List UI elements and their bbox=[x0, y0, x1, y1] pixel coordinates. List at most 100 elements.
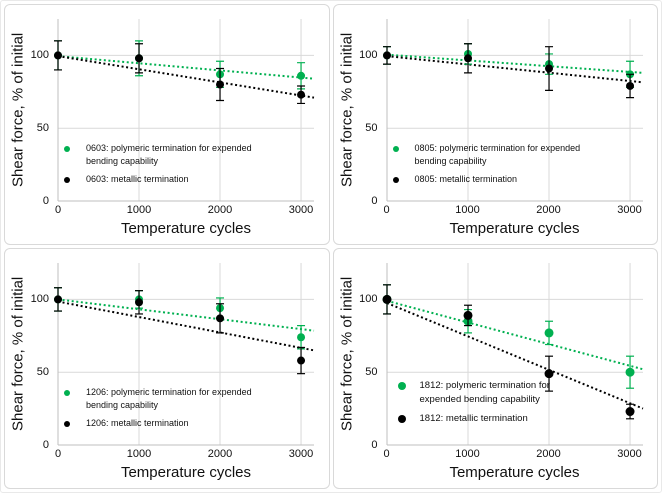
x-tick-label: 0 bbox=[54, 448, 62, 460]
y-tick-label: 100 bbox=[359, 49, 378, 62]
x-axis-title: Temperature cycles bbox=[120, 220, 252, 237]
data-point-metallic bbox=[625, 407, 635, 417]
trendline-metallic bbox=[57, 55, 315, 99]
legend-item-metallic: 1812: metallic termination bbox=[394, 412, 562, 426]
y-tick-label: 50 bbox=[365, 366, 378, 379]
data-point-metallic bbox=[463, 310, 473, 320]
x-tick-label: 3000 bbox=[288, 204, 314, 216]
data-point-metallic bbox=[297, 90, 306, 99]
data-point-metallic bbox=[544, 64, 553, 73]
polymeric-series-marker-icon bbox=[397, 382, 406, 390]
y-axis-title: Shear force, % of initial bbox=[338, 32, 355, 188]
y-tick-label: 50 bbox=[365, 122, 378, 135]
x-axis-title: Temperature cycles bbox=[449, 464, 580, 481]
y-axis-title: Shear force, % of initial bbox=[9, 276, 27, 432]
chart-panel-1812: Shear force, % of initial Temperature cy… bbox=[332, 248, 658, 489]
y-tick-label: 100 bbox=[30, 49, 49, 62]
x-tick-label: 1000 bbox=[455, 204, 480, 216]
legend-label-metallic: 1206: metallic termination bbox=[86, 418, 189, 428]
legend-item-metallic: 0603: metallic termination bbox=[58, 173, 258, 186]
trendline-metallic bbox=[386, 302, 643, 410]
y-axis-title: Shear force, % of initial bbox=[338, 276, 355, 432]
data-point-polymeric bbox=[625, 367, 635, 377]
legend: 1206: polymeric termination for expended… bbox=[58, 386, 258, 435]
legend-item-metallic: 1206: metallic termination bbox=[58, 417, 258, 430]
plot-area-0805 bbox=[382, 19, 643, 202]
legend-item-polymeric: 1206: polymeric termination for expended… bbox=[58, 386, 258, 412]
data-point-metallic bbox=[463, 54, 472, 63]
x-tick-label: 0 bbox=[383, 204, 390, 216]
trendline-metallic bbox=[57, 300, 315, 352]
y-tick-label: 100 bbox=[30, 293, 49, 306]
plot-area-1812 bbox=[382, 263, 643, 446]
x-tick-label: 1000 bbox=[455, 448, 480, 460]
x-axis-title: Temperature cycles bbox=[449, 220, 580, 237]
x-tick-label: 1000 bbox=[126, 448, 152, 460]
x-tick-label: 2000 bbox=[536, 204, 561, 216]
y-axis-title: Shear force, % of initial bbox=[9, 32, 27, 188]
x-tick-label: 2000 bbox=[207, 204, 233, 216]
metallic-series-marker-icon bbox=[397, 415, 406, 423]
x-tick-label: 2000 bbox=[536, 448, 561, 460]
trendline-metallic bbox=[386, 55, 643, 84]
metallic-series-marker-icon bbox=[392, 177, 399, 183]
x-tick-label: 3000 bbox=[617, 448, 642, 460]
trendline-polymeric bbox=[386, 53, 643, 74]
legend-item-metallic: 0805: metallic termination bbox=[387, 173, 587, 186]
chart-panel-0805: Shear force, % of initial Temperature cy… bbox=[332, 4, 658, 245]
data-point-metallic bbox=[297, 356, 306, 365]
plot-area-1206 bbox=[54, 263, 315, 446]
legend-label-polymeric: 0603: polymeric termination for expended… bbox=[86, 143, 252, 166]
data-point-metallic bbox=[54, 295, 62, 304]
polymeric-series-marker-icon bbox=[64, 146, 70, 152]
polymeric-series-marker-icon bbox=[64, 390, 70, 396]
x-tick-label: 3000 bbox=[617, 204, 642, 216]
plot-area-0603 bbox=[54, 19, 315, 202]
data-point-metallic bbox=[135, 298, 144, 307]
x-tick-label: 0 bbox=[54, 204, 62, 216]
data-point-polymeric bbox=[544, 328, 554, 338]
y-tick-label: 0 bbox=[371, 439, 378, 451]
metallic-series-marker-icon bbox=[64, 421, 70, 427]
y-tick-label: 0 bbox=[42, 439, 49, 451]
data-point-metallic bbox=[544, 369, 554, 379]
x-tick-label: 0 bbox=[383, 448, 390, 460]
legend-label-metallic: 0805: metallic termination bbox=[414, 174, 518, 184]
trendline-polymeric bbox=[57, 55, 315, 80]
legend-label-polymeric: 0805: polymeric termination for expended… bbox=[414, 143, 581, 166]
metallic-series-marker-icon bbox=[64, 177, 70, 183]
chart-panel-1206: Shear force, % of initial Temperature cy… bbox=[4, 248, 330, 489]
data-point-metallic bbox=[54, 51, 62, 60]
legend-item-polymeric: 1812: polymeric termination for expended… bbox=[394, 379, 562, 407]
legend-label-polymeric: 1206: polymeric termination for expended… bbox=[86, 387, 252, 410]
y-tick-label: 50 bbox=[36, 366, 49, 379]
trendline-polymeric bbox=[57, 298, 315, 332]
y-tick-label: 100 bbox=[359, 293, 378, 306]
legend-label-polymeric: 1812: polymeric termination for expended… bbox=[419, 380, 550, 405]
legend: 0805: polymeric termination for expended… bbox=[387, 142, 587, 191]
y-tick-label: 0 bbox=[371, 195, 378, 207]
x-axis-title: Temperature cycles bbox=[120, 464, 252, 481]
legend-item-polymeric: 0603: polymeric termination for expended… bbox=[58, 142, 258, 168]
data-point-polymeric bbox=[297, 333, 306, 342]
data-point-metallic bbox=[135, 54, 144, 63]
data-point-metallic bbox=[382, 51, 391, 60]
y-tick-label: 50 bbox=[36, 122, 49, 135]
data-point-metallic bbox=[216, 314, 225, 323]
legend: 1812: polymeric termination for expended… bbox=[394, 379, 562, 431]
chart-panel-0603: Shear force, % of initial Temperature cy… bbox=[4, 4, 330, 245]
data-point-metallic bbox=[216, 80, 225, 89]
data-point-metallic bbox=[625, 81, 634, 90]
x-tick-label: 3000 bbox=[288, 448, 314, 460]
data-point-polymeric bbox=[297, 71, 306, 80]
x-tick-label: 2000 bbox=[207, 448, 233, 460]
legend-label-metallic: 1812: metallic termination bbox=[419, 413, 528, 424]
x-tick-label: 1000 bbox=[126, 204, 152, 216]
polymeric-series-marker-icon bbox=[392, 146, 399, 152]
legend-label-metallic: 0603: metallic termination bbox=[86, 174, 189, 184]
data-point-metallic bbox=[382, 294, 391, 304]
legend-item-polymeric: 0805: polymeric termination for expended… bbox=[387, 142, 587, 168]
legend: 0603: polymeric termination for expended… bbox=[58, 142, 258, 191]
y-tick-label: 0 bbox=[42, 195, 49, 207]
